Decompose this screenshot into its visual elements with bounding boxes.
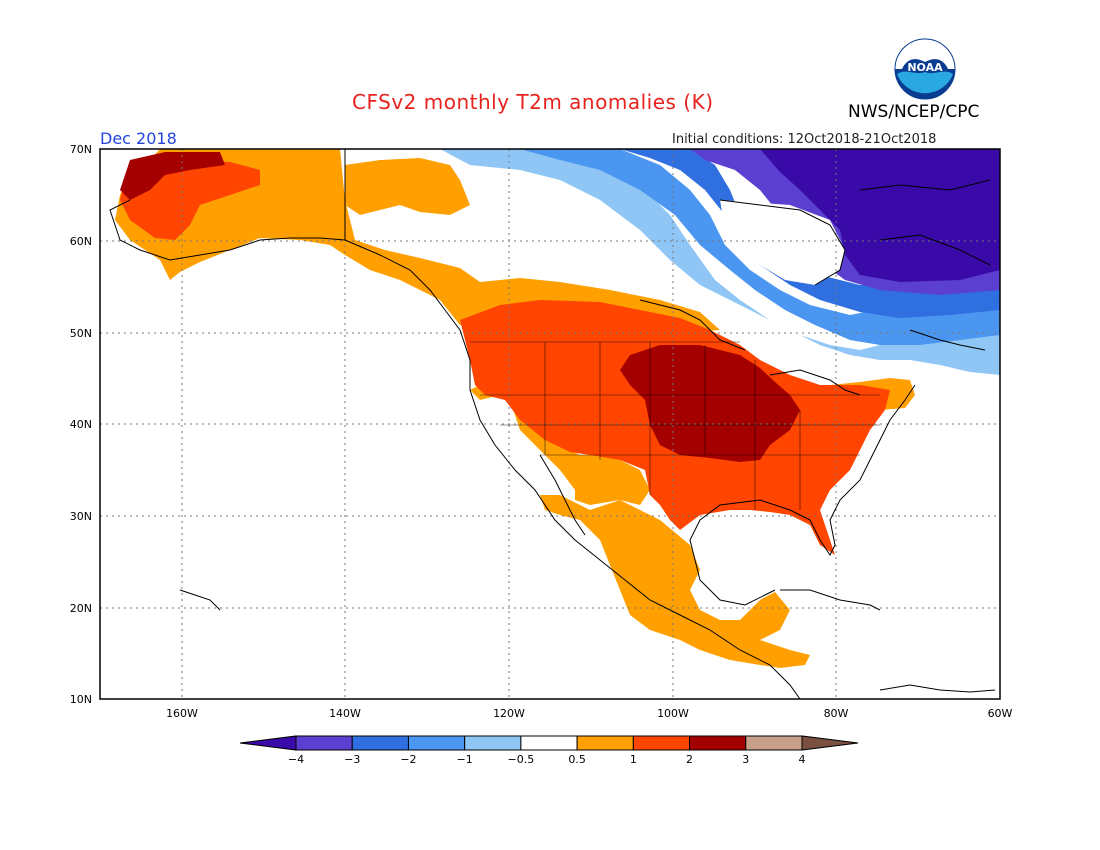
anomaly-region-purple-labrador — [690, 149, 1000, 295]
lat-labels: 70N 60N 50N 40N 30N 20N 10N — [70, 143, 92, 706]
initial-conditions: Initial conditions: 12Oct2018-21Oct2018 — [672, 132, 937, 147]
lon-label-60w: 60W — [988, 707, 1013, 720]
lat-label-20n: 20N — [70, 602, 92, 615]
colorbar-box — [407, 735, 466, 751]
coastlines — [109, 149, 996, 699]
colorbar-label: −2 — [400, 753, 416, 766]
lat-label-10n: 10N — [70, 693, 92, 706]
colorbar-label: −3 — [344, 753, 360, 766]
anomaly-region-deeppurple-labrador — [760, 149, 1000, 282]
state-borders — [470, 341, 880, 510]
lon-label-80w: 80W — [824, 707, 849, 720]
lon-label-140w: 140W — [329, 707, 361, 720]
lat-label-60n: 60N — [70, 235, 92, 248]
lon-label-120w: 120W — [493, 707, 525, 720]
lat-label-40n: 40N — [70, 418, 92, 431]
anomaly-region-darkblue-canada — [620, 149, 1000, 318]
agency-label: NWS/NCEP/CPC — [848, 102, 980, 122]
colorbar-box — [576, 735, 634, 751]
colorbar-label: 3 — [742, 753, 749, 766]
colorbar-label: 4 — [799, 753, 806, 766]
map-gridlines — [100, 149, 1000, 699]
anomaly-region-orange-alaska — [115, 149, 720, 340]
colorbar-box — [295, 735, 353, 751]
forecast-month: Dec 2018 — [100, 129, 177, 148]
colorbar-label: 1 — [630, 753, 637, 766]
anomaly-region-orange-mexico — [540, 495, 810, 668]
anomaly-region-darkred-alaska — [120, 152, 225, 200]
noaa-logo-text: NOAA — [907, 61, 943, 74]
lon-label-100w: 100W — [657, 707, 689, 720]
noaa-logo: NOAA — [894, 38, 956, 100]
colorbar-label: −0.5 — [508, 753, 535, 766]
map-title: CFSv2 monthly T2m anomalies (K) — [352, 90, 714, 114]
colorbar-arrow-low — [239, 735, 297, 751]
anomaly-region-white-hudson — [720, 200, 845, 285]
colorbar-box — [351, 735, 409, 751]
colorbar-label: −4 — [288, 753, 304, 766]
colorbar-box — [689, 735, 747, 751]
map-frame — [99, 148, 1001, 700]
lat-label-50n: 50N — [70, 327, 92, 340]
lat-label-70n: 70N — [70, 143, 92, 156]
colorbar-box — [632, 735, 691, 751]
colorbar: −4 −3 −2 −1 −0.5 0.5 1 2 3 4 — [239, 735, 859, 766]
lat-label-30n: 30N — [70, 510, 92, 523]
anomaly-region-orange-yukon — [345, 158, 470, 215]
colorbar-arrow-high — [801, 735, 859, 751]
colorbar-label: 0.5 — [568, 753, 586, 766]
anomaly-region-lightblue-canada — [440, 149, 1000, 375]
anomaly-region-blue-canada — [520, 149, 1000, 345]
colorbar-box — [464, 735, 522, 751]
lon-label-160w: 160W — [166, 707, 198, 720]
colorbar-label: −1 — [457, 753, 473, 766]
colorbar-label: 2 — [686, 753, 693, 766]
colorbar-box — [520, 735, 578, 751]
lon-labels: 160W 140W 120W 100W 80W 60W — [166, 707, 1012, 720]
colorbar-box — [745, 735, 803, 751]
